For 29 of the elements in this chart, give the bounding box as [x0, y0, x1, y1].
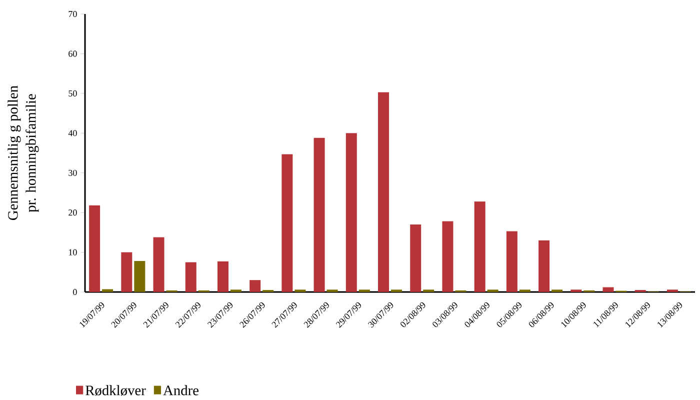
bar [134, 261, 146, 292]
legend-label: Andre [163, 385, 199, 396]
bar [217, 261, 228, 292]
bar [250, 280, 261, 292]
bar [346, 133, 357, 292]
y-tick-label: 0 [73, 288, 77, 296]
bar [153, 237, 164, 292]
y-tick-label: 30 [68, 170, 77, 176]
y-tick-label: 60 [68, 50, 77, 57]
y-axis-title: Gennemsnitlig g pollen pr. honningbifamilie [8, 86, 39, 220]
bar [474, 201, 486, 292]
bar [378, 92, 390, 292]
bar [121, 252, 132, 292]
y-tick-label: 70 [68, 10, 77, 18]
bar [538, 240, 550, 292]
bar [314, 138, 325, 292]
y-tick-label: 40 [68, 130, 77, 136]
y-tick-label: 10 [68, 249, 77, 256]
bar [89, 205, 100, 292]
y-tick-label: 50 [68, 90, 77, 96]
bar [410, 224, 422, 292]
bar [442, 221, 454, 292]
bar [506, 231, 518, 292]
y-tick-label: 20 [68, 210, 77, 216]
bar [185, 262, 196, 292]
bar [102, 289, 114, 292]
bar [602, 287, 614, 292]
legend-label: Rødkløver [86, 385, 146, 396]
bar [282, 154, 293, 292]
